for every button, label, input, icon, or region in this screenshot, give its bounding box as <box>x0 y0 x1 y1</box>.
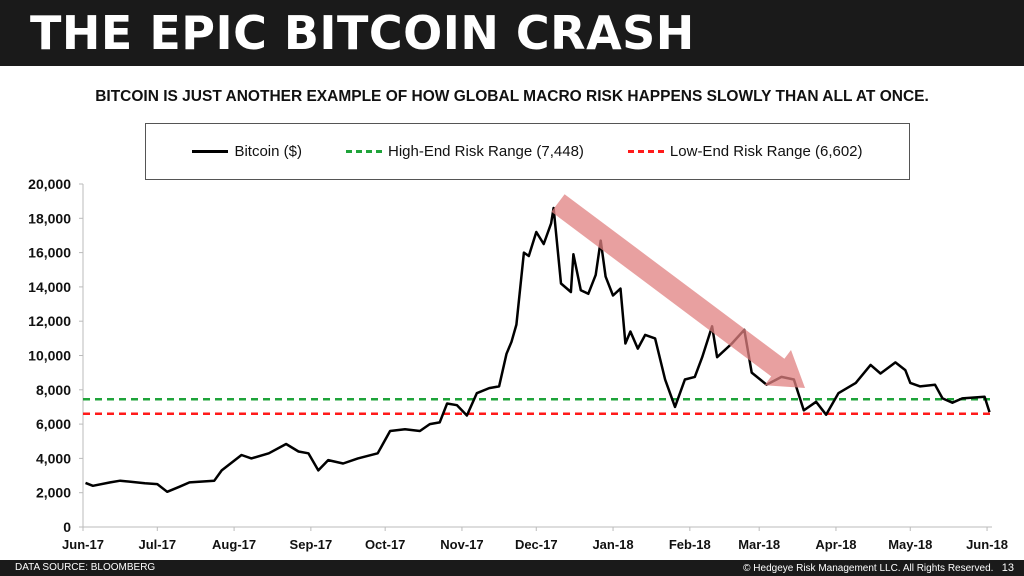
y-tick-label: 10,000 <box>28 348 71 364</box>
x-tick-label: Mar-18 <box>738 537 780 552</box>
page-title: THE EPIC BITCOIN CRASH <box>30 6 695 60</box>
chart-legend: Bitcoin ($) High-End Risk Range (7,448) … <box>145 123 910 180</box>
header-bar: THE EPIC BITCOIN CRASH <box>0 0 1024 66</box>
x-tick-label: Jul-17 <box>139 537 177 552</box>
legend-swatch-bitcoin <box>192 150 229 153</box>
page-number: 13 <box>1001 562 1014 574</box>
x-tick-label: Jan-18 <box>592 537 633 552</box>
x-tick-label: Sep-17 <box>290 537 333 552</box>
legend-label: Bitcoin ($) <box>234 143 302 160</box>
subtitle: BITCOIN IS JUST ANOTHER EXAMPLE OF HOW G… <box>95 88 929 105</box>
legend-item-bitcoin: Bitcoin ($) <box>192 143 302 160</box>
legend-label: Low-End Risk Range (6,602) <box>669 143 863 160</box>
y-tick-label: 12,000 <box>28 313 71 329</box>
y-tick-label: 6,000 <box>36 416 71 432</box>
bitcoin-price-line <box>85 206 991 494</box>
y-tick-label: 8,000 <box>36 382 71 398</box>
x-tick-label: Aug-17 <box>212 537 256 552</box>
y-tick-label: 0 <box>63 519 71 535</box>
x-tick-label: Oct-17 <box>365 537 405 552</box>
legend-label: High-End Risk Range (7,448) <box>387 143 584 160</box>
data-source: DATA SOURCE: BLOOMBERG <box>15 562 156 573</box>
x-tick-label: Nov-17 <box>440 537 483 552</box>
y-tick-label: 20,000 <box>28 176 71 192</box>
x-tick-label: Jun-17 <box>62 537 104 552</box>
y-tick-label: 14,000 <box>28 279 71 295</box>
x-tick-label: Jun-18 <box>966 537 1008 552</box>
x-tick-label: Feb-18 <box>669 537 711 552</box>
y-tick-label: 4,000 <box>36 450 71 466</box>
y-tick-label: 16,000 <box>28 245 71 261</box>
legend-item-high-end: High-End Risk Range (7,448) <box>345 143 584 160</box>
copyright: © Hedgeye Risk Management LLC. All Right… <box>743 562 1014 574</box>
legend-item-low-end: Low-End Risk Range (6,602) <box>627 143 863 160</box>
x-tick-label: May-18 <box>888 537 932 552</box>
y-tick-label: 2,000 <box>36 485 71 501</box>
footer-bar: DATA SOURCE: BLOOMBERG © Hedgeye Risk Ma… <box>0 560 1024 576</box>
y-tick-label: 18,000 <box>28 210 71 226</box>
x-tick-label: Apr-18 <box>815 537 856 552</box>
legend-swatch-low-end <box>627 150 664 153</box>
copyright-text: © Hedgeye Risk Management LLC. All Right… <box>743 563 994 574</box>
down-trend-arrow-icon <box>551 194 805 388</box>
x-tick-label: Dec-17 <box>515 537 558 552</box>
legend-swatch-high-end <box>345 150 382 153</box>
